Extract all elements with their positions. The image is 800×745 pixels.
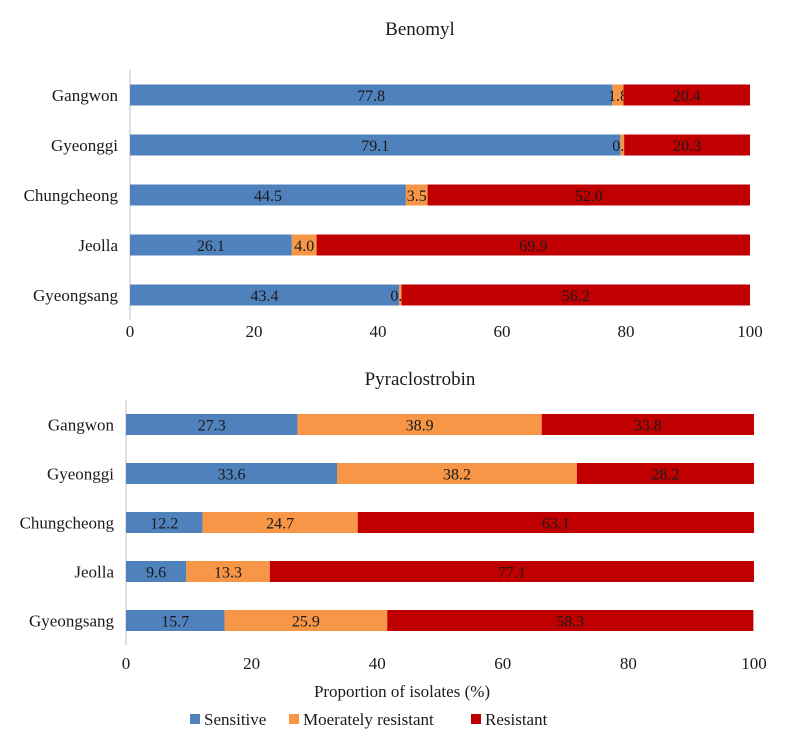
data-label: 9.6 xyxy=(146,565,166,582)
category-label: Gangwon xyxy=(52,86,119,105)
legend-swatch xyxy=(190,714,200,724)
bar-segment xyxy=(130,234,292,256)
x-tick-label: 0 xyxy=(126,322,135,341)
data-label: 52.0 xyxy=(575,188,603,205)
legend-swatch xyxy=(471,714,481,724)
data-label: 44.5 xyxy=(254,188,282,205)
bar-segment xyxy=(387,610,754,631)
data-label: 26.1 xyxy=(197,238,225,255)
bar-segment xyxy=(202,512,358,533)
data-label: 20.3 xyxy=(673,138,701,155)
bar-segment xyxy=(291,234,317,256)
data-label: 27.3 xyxy=(198,418,226,435)
x-tick-label: 20 xyxy=(243,654,260,673)
legend-label: Sensitive xyxy=(204,710,266,729)
category-label: Gyeonggi xyxy=(47,465,114,484)
chart-title: Pyraclostrobin xyxy=(365,369,476,390)
x-tick-label: 100 xyxy=(737,322,763,341)
category-label: Jeolla xyxy=(74,563,114,582)
bar-segment xyxy=(427,184,750,206)
data-label: 43.4 xyxy=(251,288,279,305)
bar-segment xyxy=(405,184,428,206)
bar-segment xyxy=(399,284,402,306)
category-label: Gangwon xyxy=(48,416,115,435)
bar-segment xyxy=(357,512,754,533)
x-tick-label: 20 xyxy=(246,322,263,341)
data-label: 20.4 xyxy=(673,88,701,105)
data-label: 15.7 xyxy=(161,614,189,631)
bar-segment xyxy=(130,184,406,206)
data-label: 28.2 xyxy=(651,467,679,484)
data-label: 13.3 xyxy=(214,565,242,582)
bar-segment xyxy=(130,284,400,306)
category-label: Gyeongsang xyxy=(33,286,118,305)
data-label: 12.2 xyxy=(150,516,178,533)
bar-segment xyxy=(130,134,621,156)
bar-segment xyxy=(186,561,270,582)
bar-segment xyxy=(126,561,187,582)
data-label: 25.9 xyxy=(292,614,320,631)
bar-segment xyxy=(316,234,750,256)
bar-segment xyxy=(624,134,750,156)
bar-segment xyxy=(126,610,225,631)
bar-segment xyxy=(126,414,298,435)
x-tick-label: 80 xyxy=(618,322,635,341)
bar-segment xyxy=(269,561,754,582)
bar-segment xyxy=(130,84,613,106)
data-label: 4.0 xyxy=(294,238,314,255)
data-label: 69.9 xyxy=(519,238,547,255)
bar-segment xyxy=(126,512,203,533)
data-label: 38.2 xyxy=(443,467,471,484)
legend: Sensitive Moerately resistant Resistant xyxy=(190,710,548,729)
legend-swatch xyxy=(289,714,299,724)
data-label: 77.1 xyxy=(498,565,526,582)
category-label: Gyeonggi xyxy=(51,136,118,155)
legend-label: Moerately resistant xyxy=(303,710,434,729)
bar-segment xyxy=(612,84,624,106)
data-label: 63.1 xyxy=(542,516,570,533)
chart-title: Benomyl xyxy=(385,19,455,40)
bar-segment xyxy=(623,84,750,106)
x-tick-label: 40 xyxy=(369,654,386,673)
data-label: 3.5 xyxy=(407,188,427,205)
bar-segment xyxy=(401,284,750,306)
x-axis-label: Proportion of isolates (%) xyxy=(314,682,490,701)
chart-panel-2: Pyraclostrobin Gangwon 27.3 38.9 33.8 Gyeongg… xyxy=(20,369,767,701)
bar-segment xyxy=(620,134,625,156)
bar-segment xyxy=(224,610,388,631)
x-tick-label: 60 xyxy=(494,654,511,673)
data-label: 38.9 xyxy=(406,418,434,435)
data-label: 33.8 xyxy=(634,418,662,435)
data-label: 79.1 xyxy=(361,138,389,155)
bar-segment xyxy=(337,463,577,484)
data-label: 58.3 xyxy=(556,614,584,631)
data-label: 56.2 xyxy=(562,288,590,305)
x-tick-label: 40 xyxy=(370,322,387,341)
x-tick-label: 80 xyxy=(620,654,637,673)
legend-label: Resistant xyxy=(485,710,548,729)
category-label: Jeolla xyxy=(78,236,118,255)
x-tick-label: 60 xyxy=(494,322,511,341)
data-label: 77.8 xyxy=(357,88,385,105)
x-tick-label: 100 xyxy=(741,654,767,673)
category-label: Chungcheong xyxy=(20,514,115,533)
bar-segment xyxy=(541,414,754,435)
category-label: Gyeongsang xyxy=(29,612,114,631)
data-label: 24.7 xyxy=(266,516,294,533)
x-tick-label: 0 xyxy=(122,654,131,673)
category-label: Chungcheong xyxy=(24,186,119,205)
bar-segment xyxy=(126,463,338,484)
data-label: 33.6 xyxy=(218,467,246,484)
bar-segment xyxy=(576,463,754,484)
data-label: 1.8 xyxy=(608,88,628,105)
bar-segment xyxy=(297,414,542,435)
